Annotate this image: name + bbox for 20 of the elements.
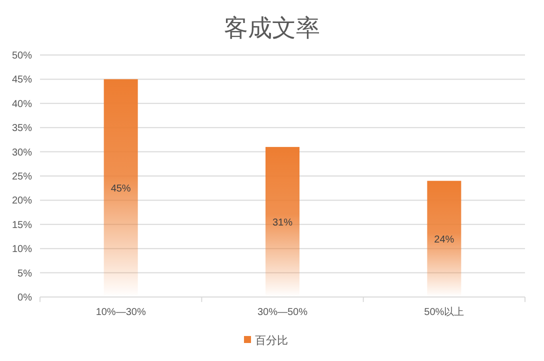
y-tick-label: 35% xyxy=(12,123,32,134)
y-tick-label: 15% xyxy=(12,220,32,231)
x-tick-label: 10%—30% xyxy=(96,307,146,318)
y-tick-label: 30% xyxy=(12,147,32,158)
x-tick-label: 50%以上 xyxy=(424,306,464,318)
y-tick-label: 25% xyxy=(12,172,32,182)
legend-label: 百分比 xyxy=(255,334,288,347)
x-tick-label: 30%—50% xyxy=(257,307,308,318)
chart-title: 客成文率 xyxy=(224,14,320,42)
data-label: 31% xyxy=(272,217,293,228)
y-tick-label: 10% xyxy=(12,244,32,256)
y-tick-label: 45% xyxy=(12,74,32,86)
y-tick-label: 40% xyxy=(12,98,32,110)
data-label: 45% xyxy=(110,184,131,195)
bar xyxy=(427,180,462,297)
y-tick-label: 50% xyxy=(12,50,32,62)
y-tick-label: 20% xyxy=(12,196,32,207)
data-label: 24% xyxy=(434,234,454,246)
y-tick-label: 5% xyxy=(18,268,32,280)
y-tick-label: 0% xyxy=(18,292,32,304)
